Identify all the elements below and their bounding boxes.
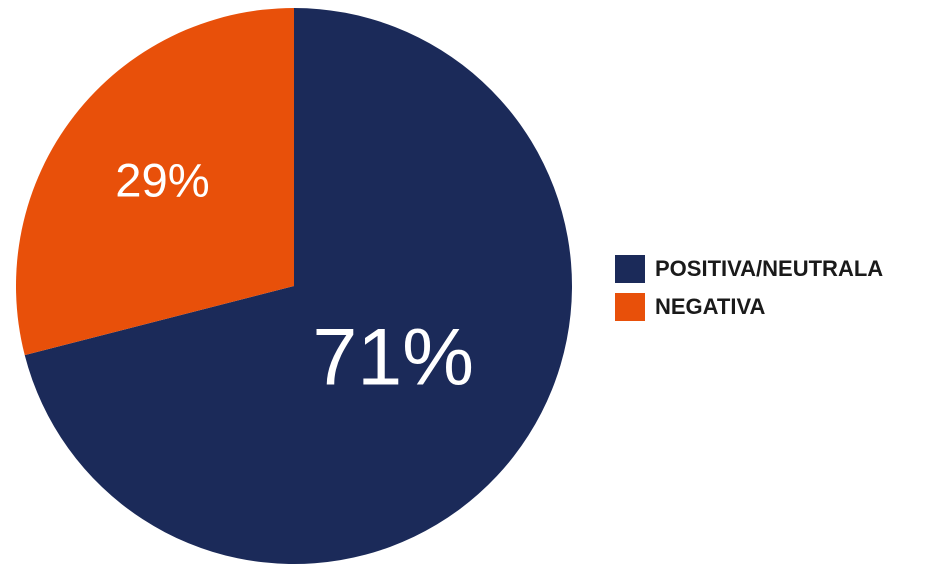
legend-swatch: [615, 293, 645, 321]
slice-label: 71%: [312, 312, 474, 402]
pie-slice: [24, 8, 573, 564]
legend-label: NEGATIVA: [655, 294, 766, 319]
legend-swatch: [615, 255, 645, 283]
slice-label: 29%: [115, 154, 209, 207]
legend-label: POSITIVA/NEUTRALA: [655, 256, 883, 281]
pie-slice: [15, 8, 294, 356]
